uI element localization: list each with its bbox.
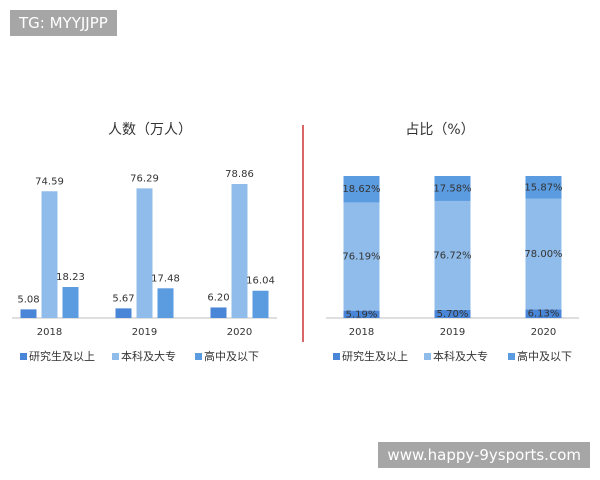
- x-tick-label: 2019: [132, 327, 157, 338]
- legend-label: 研究生及以上: [29, 349, 95, 363]
- bar-segment: [525, 309, 562, 318]
- value-label: 15.87%: [524, 182, 562, 193]
- x-tick-label: 2020: [531, 327, 556, 338]
- value-label: 74.59: [35, 176, 64, 187]
- value-label: 5.19%: [346, 309, 378, 320]
- bar: [115, 308, 132, 318]
- legend-swatch: [508, 353, 515, 360]
- bar: [210, 307, 227, 318]
- x-tick-label: 2018: [349, 327, 374, 338]
- bar: [20, 309, 37, 318]
- chart-title: 人数（万人）: [108, 122, 192, 138]
- watermark: TG: MYYJJPP: [10, 10, 117, 36]
- value-label: 76.72%: [433, 250, 471, 261]
- legend-swatch: [112, 353, 119, 360]
- value-label: 18.23: [56, 272, 85, 283]
- bar: [41, 191, 58, 318]
- value-label: 17.58%: [433, 183, 471, 194]
- value-label: 5.08: [17, 294, 39, 305]
- bar: [157, 288, 174, 318]
- value-label: 78.86: [225, 169, 254, 180]
- bar: [252, 290, 269, 318]
- value-label: 5.67: [112, 293, 134, 304]
- value-label: 78.00%: [524, 249, 562, 260]
- bar: [231, 184, 248, 318]
- bar-segment: [343, 310, 380, 318]
- bar-segment: [525, 198, 562, 310]
- value-label: 76.29: [130, 173, 159, 184]
- value-label: 16.04: [246, 276, 275, 287]
- bar-segment: [434, 176, 471, 201]
- value-label: 5.70%: [437, 309, 469, 320]
- legend-label: 本科及大专: [433, 349, 488, 363]
- chart-title: 占比（%）: [405, 122, 474, 138]
- value-label: 17.48: [151, 273, 180, 284]
- value-label: 76.19%: [342, 252, 380, 263]
- legend-swatch: [333, 353, 340, 360]
- bar-segment: [434, 200, 471, 310]
- bar-segment: [343, 176, 380, 203]
- bar-segment: [525, 176, 562, 199]
- legend-label: 高中及以下: [204, 349, 259, 363]
- legend-label: 高中及以下: [517, 349, 572, 363]
- x-tick-label: 2018: [37, 327, 62, 338]
- value-label: 6.13%: [528, 309, 560, 320]
- watermark: www.happy-9ysports.com: [378, 442, 590, 468]
- bar: [62, 287, 79, 318]
- bar: [136, 188, 153, 318]
- bar-segment: [434, 309, 471, 318]
- x-tick-label: 2019: [440, 327, 465, 338]
- value-label: 18.62%: [342, 184, 380, 195]
- x-tick-label: 2020: [227, 327, 252, 338]
- legend-swatch: [424, 353, 431, 360]
- legend-swatch: [20, 353, 27, 360]
- legend-swatch: [195, 353, 202, 360]
- legend-label: 研究生及以上: [342, 349, 408, 363]
- legend-label: 本科及大专: [121, 349, 176, 363]
- value-label: 6.20: [207, 292, 229, 303]
- bar-segment: [343, 202, 380, 311]
